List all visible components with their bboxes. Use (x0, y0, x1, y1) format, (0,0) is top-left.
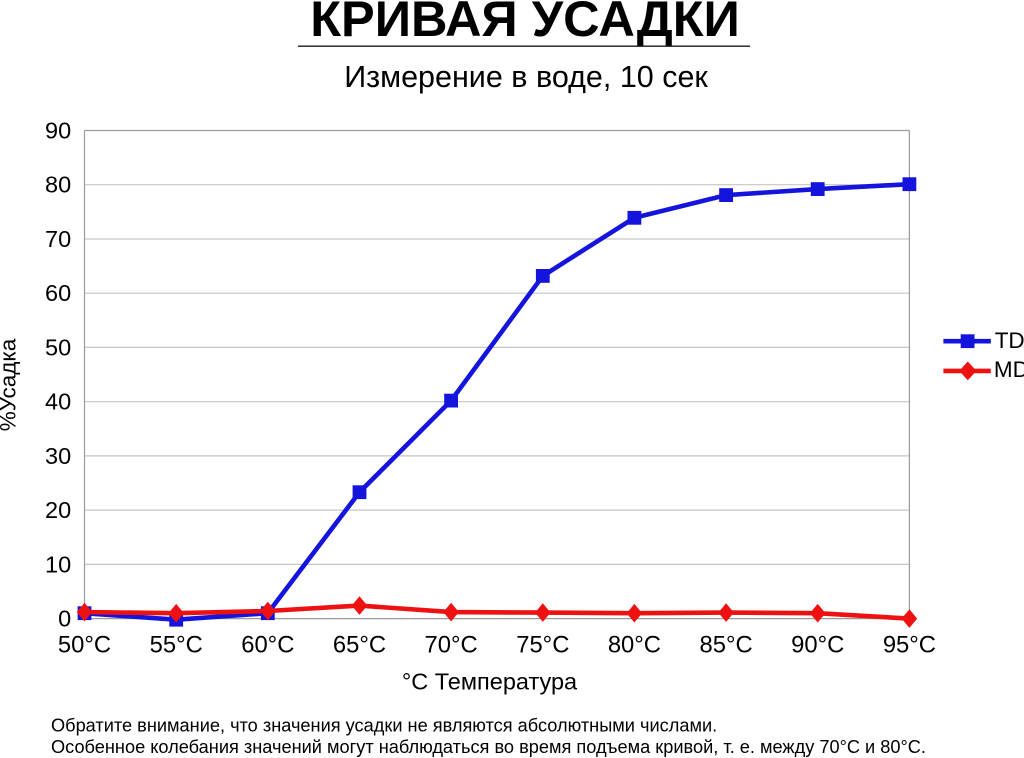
svg-text:30: 30 (45, 443, 71, 469)
svg-text:65°C: 65°C (333, 631, 386, 658)
svg-text:80: 80 (45, 172, 71, 198)
svg-text:85°C: 85°C (700, 631, 753, 658)
svg-text:90°C: 90°C (791, 631, 844, 658)
svg-text:%Усадка: %Усадка (0, 338, 21, 431)
svg-text:60: 60 (45, 280, 71, 306)
svg-text:50: 50 (45, 334, 71, 360)
svg-text:50°C: 50°C (58, 631, 111, 658)
svg-text:60°C: 60°C (241, 631, 294, 658)
svg-text:40: 40 (45, 389, 71, 415)
svg-text:75°C: 75°C (516, 631, 569, 658)
svg-text:95°C: 95°C (883, 631, 936, 658)
svg-text:0: 0 (58, 606, 71, 632)
svg-text:70: 70 (45, 226, 71, 252)
svg-text:°C Температура: °C Температура (402, 668, 578, 694)
svg-text:10: 10 (45, 551, 71, 577)
svg-text:Измерение в воде, 10 сек: Измерение в воде, 10 сек (344, 60, 708, 94)
svg-text:20: 20 (45, 497, 71, 523)
svg-text:MD: MD (994, 357, 1024, 382)
svg-text:TD: TD (995, 328, 1024, 353)
svg-text:Особенное колебания значений м: Особенное колебания значений могут наблю… (51, 737, 926, 757)
svg-text:80°C: 80°C (608, 631, 661, 658)
svg-text:Обратите внимание, что значени: Обратите внимание, что значения усадки н… (51, 716, 717, 736)
svg-text:90: 90 (45, 118, 71, 144)
svg-text:55°C: 55°C (150, 631, 203, 658)
svg-text:70°C: 70°C (425, 631, 478, 658)
svg-text:КРИВАЯ УСАДКИ: КРИВАЯ УСАДКИ (310, 0, 740, 47)
